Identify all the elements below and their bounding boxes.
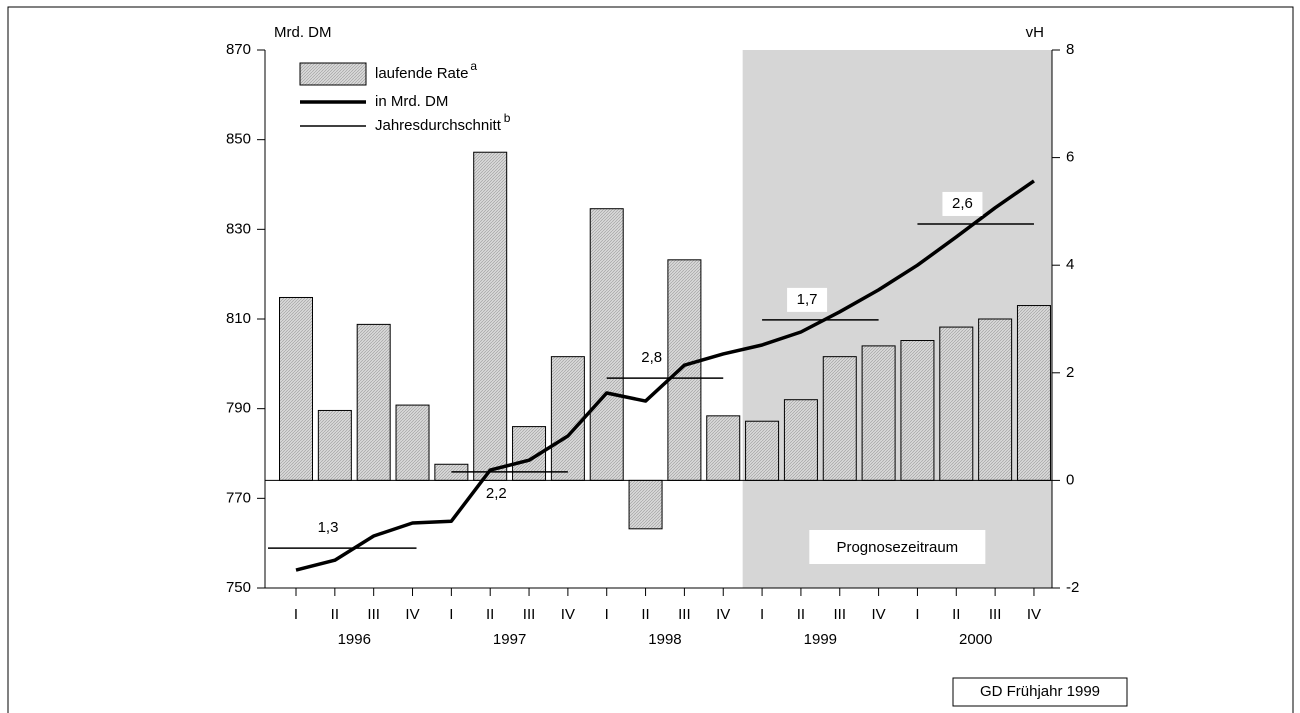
bar (628, 479, 663, 530)
legend-label: laufende Rate (375, 65, 468, 82)
y2-axis-label: vH (1026, 24, 1044, 41)
bar (279, 296, 313, 481)
y2-tick-label: 6 (1066, 149, 1074, 166)
y-axis-label: Mrd. DM (274, 24, 332, 41)
y2-tick-label: -2 (1066, 579, 1079, 596)
year-label: 1997 (493, 631, 526, 648)
bar (395, 404, 430, 481)
bar (589, 208, 624, 481)
bar (822, 356, 857, 481)
y-tick-label: 870 (226, 41, 251, 58)
bar (356, 323, 391, 481)
x-tick-label: IV (1027, 606, 1041, 623)
year-label: 1998 (648, 631, 681, 648)
x-tick-label: I (605, 606, 609, 623)
rate-label: 2,6 (952, 195, 973, 212)
bar (667, 259, 702, 481)
x-tick-label: II (331, 606, 339, 623)
bar (939, 326, 974, 481)
bar (978, 318, 1013, 481)
rate-label: 2,2 (486, 485, 507, 502)
year-label: 1999 (804, 631, 837, 648)
rate-label-bg (787, 287, 828, 312)
x-tick-label: III (834, 606, 847, 623)
x-tick-label: IV (561, 606, 575, 623)
bar (473, 151, 508, 481)
y2-tick-label: 8 (1066, 41, 1074, 58)
x-tick-label: II (641, 606, 649, 623)
x-tick-label: III (367, 606, 380, 623)
legend-note: b (504, 111, 511, 125)
bar (861, 345, 896, 481)
source: GD Frühjahr 1999 (980, 683, 1100, 700)
bar (1016, 305, 1051, 481)
x-tick-label: III (523, 606, 536, 623)
y2-tick-label: 4 (1066, 256, 1074, 273)
bar (706, 415, 741, 481)
bar (783, 399, 818, 481)
x-tick-label: IV (872, 606, 886, 623)
year-label: 1996 (338, 631, 371, 648)
line (295, 179, 1035, 572)
legend-label: Jahresdurchschnitt (375, 117, 502, 134)
y-tick-label: 770 (226, 489, 251, 506)
y-tick-label: 810 (226, 310, 251, 327)
x-tick-label: IV (405, 606, 419, 623)
x-tick-label: IV (716, 606, 730, 623)
bar (317, 409, 352, 481)
rate-label: 1,3 (318, 519, 339, 536)
x-tick-label: II (797, 606, 805, 623)
x-tick-label: I (449, 606, 453, 623)
bar (550, 356, 585, 481)
forecast-box (809, 530, 986, 564)
x-tick-label: II (952, 606, 960, 623)
x-tick-label: I (915, 606, 919, 623)
rate-label: 1,7 (797, 291, 818, 308)
y-tick-label: 850 (226, 131, 251, 148)
x-tick-label: III (989, 606, 1002, 623)
rate-label: 2,8 (641, 349, 662, 366)
bar (900, 340, 935, 481)
frame (7, 6, 1294, 713)
y2-tick-label: 2 (1066, 364, 1074, 381)
y2-tick-label: 0 (1066, 471, 1074, 488)
legend-swatch (299, 62, 367, 86)
y-tick-label: 750 (226, 579, 251, 596)
y-tick-label: 790 (226, 400, 251, 417)
legend-label: in Mrd. DM (375, 93, 448, 110)
x-tick-label: II (486, 606, 494, 623)
y-tick-label: 830 (226, 220, 251, 237)
forecast-label: Prognosezeitraum (836, 539, 958, 556)
legend-note: a (470, 59, 477, 73)
source-box (952, 677, 1128, 707)
x-tick-label: I (294, 606, 298, 623)
x-tick-label: III (678, 606, 691, 623)
rate-label-bg (942, 191, 983, 216)
x-tick-label: I (760, 606, 764, 623)
year-label: 2000 (959, 631, 992, 648)
bar (745, 420, 780, 481)
